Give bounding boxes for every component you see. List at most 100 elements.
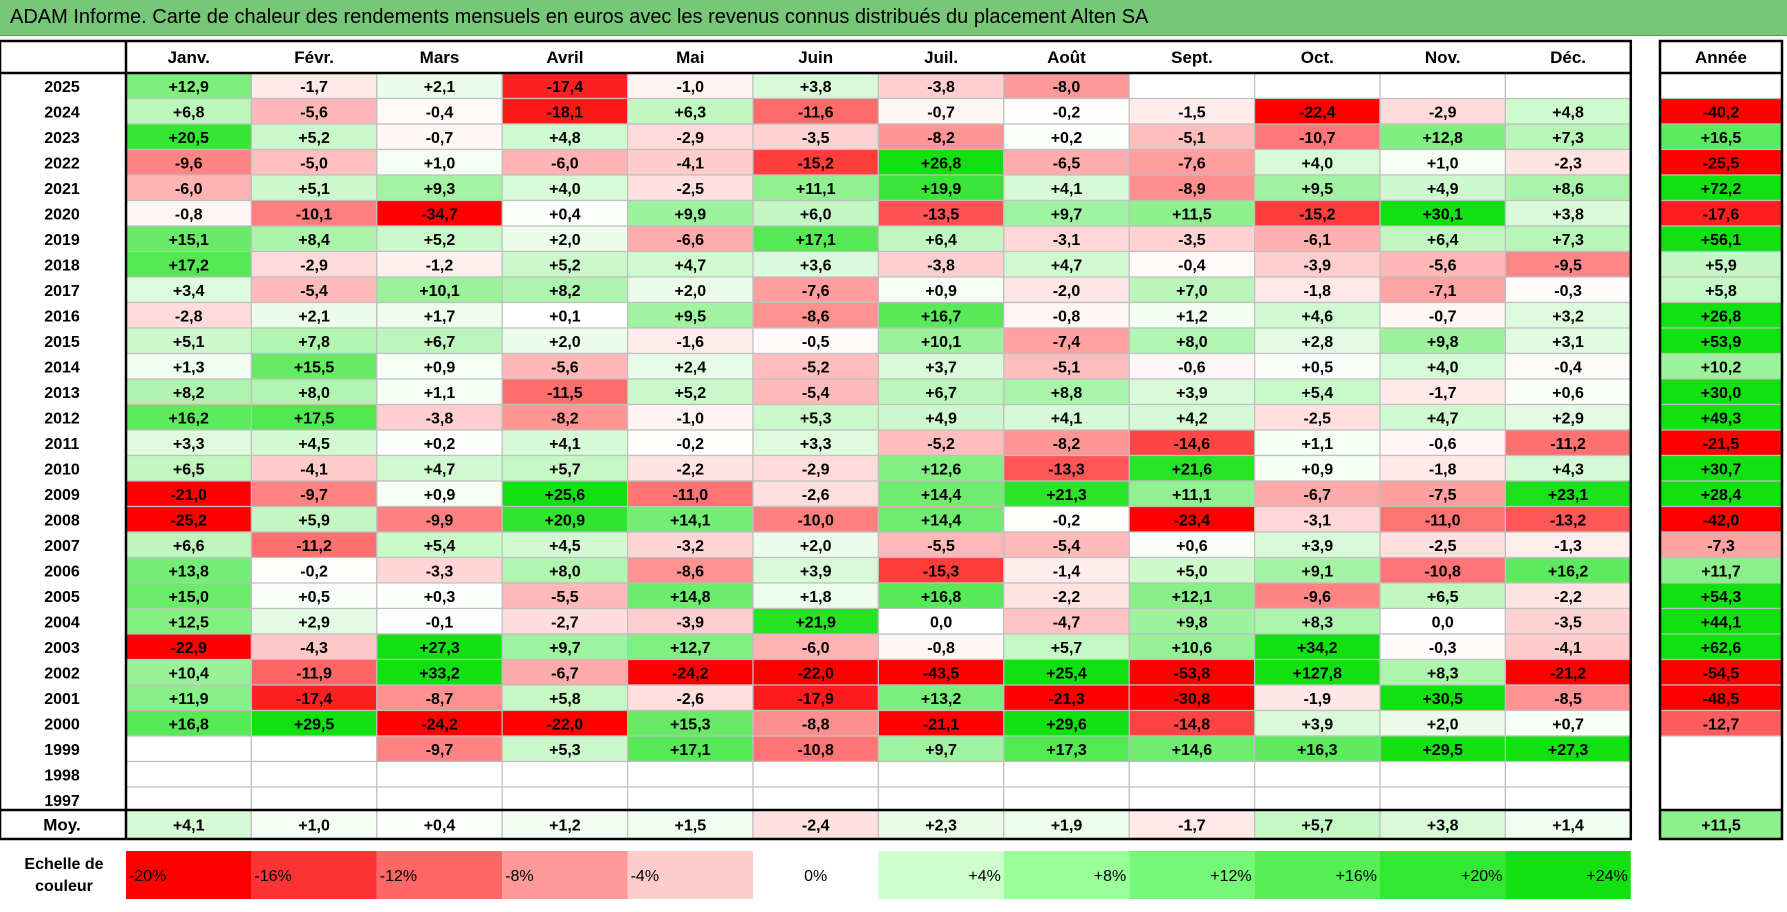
annual-value: -21,5	[1703, 436, 1740, 453]
annual-value: -54,5	[1703, 665, 1740, 682]
heatmap-cell	[1253, 582, 1381, 610]
heatmap-cell	[501, 225, 629, 253]
heatmap-cell	[1379, 250, 1507, 278]
annual-value: +5,9	[1705, 257, 1737, 274]
cell-value: -9,6	[175, 155, 203, 172]
average-cell	[250, 809, 378, 840]
cell-value: -0,4	[1178, 257, 1206, 274]
heatmap-cell	[1003, 454, 1130, 482]
cell-value: -8,5	[1554, 691, 1582, 708]
cell-value: +10,6	[1172, 640, 1213, 657]
row-year-label: 1998	[44, 767, 80, 784]
row-year-label: 2023	[44, 130, 80, 147]
cell-value: -5,5	[551, 589, 579, 606]
row-year-label: 2019	[44, 232, 80, 249]
cell-value: +1,1	[1302, 436, 1334, 453]
heatmap-cell	[1504, 403, 1632, 431]
cell-value: +0,6	[1552, 385, 1584, 402]
cell-value: +0,9	[424, 359, 456, 376]
cell-value: -0,7	[426, 130, 454, 147]
heatmap-cell	[1379, 174, 1507, 202]
cell-value: -14,6	[1174, 436, 1211, 453]
annual-value: -40,2	[1703, 104, 1740, 121]
cell-value: +3,3	[800, 436, 832, 453]
cell-value: +8,3	[1427, 665, 1459, 682]
cell-value: +5,1	[173, 334, 205, 351]
cell-value: +9,1	[1302, 563, 1334, 580]
heatmap-cell	[1379, 786, 1507, 814]
cell-value: -6,5	[1053, 155, 1081, 172]
heatmap-cell	[1128, 97, 1256, 125]
cell-value: -5,6	[1429, 257, 1457, 274]
heatmap-cell	[501, 760, 629, 788]
cell-value: +9,5	[1302, 181, 1334, 198]
heatmap-cell	[752, 582, 880, 610]
annual-value: +28,4	[1701, 487, 1742, 504]
cell-value: +4,0	[549, 181, 581, 198]
average-cell	[501, 809, 629, 840]
cell-value: -0,2	[300, 563, 328, 580]
heatmap-cell	[376, 582, 503, 610]
cell-value: +4,7	[675, 257, 707, 274]
cell-value: +25,4	[1046, 665, 1087, 682]
cell-value: +30,1	[1422, 206, 1463, 223]
cell-value: +0,5	[1302, 359, 1334, 376]
heatmap-cell	[626, 786, 754, 814]
annual-value: +53,9	[1701, 334, 1742, 351]
average-cell	[1003, 809, 1130, 840]
cell-value: +16,8	[168, 716, 209, 733]
cell-value: +17,2	[168, 257, 209, 274]
heatmap-cell	[877, 582, 1005, 610]
cell-value: -8,2	[927, 130, 955, 147]
cell-value: +4,6	[1302, 308, 1334, 325]
cell-value: +0,6	[1176, 538, 1208, 555]
heatmap-cell	[1128, 582, 1256, 610]
cell-value: +14,4	[921, 512, 962, 529]
cell-value: +3,8	[1552, 206, 1584, 223]
cell-value: +2,8	[1302, 334, 1334, 351]
heatmap-cell	[1003, 658, 1130, 686]
row-year-label: 2003	[44, 640, 80, 657]
cell-value: +0,2	[1051, 130, 1083, 147]
heatmap-cell	[626, 556, 754, 584]
heatmap-cell	[1003, 531, 1130, 559]
cell-value: +11,5	[1172, 206, 1212, 223]
annual-cell	[1659, 378, 1783, 406]
annual-cell	[1659, 709, 1783, 737]
cell-value: +3,8	[800, 79, 832, 96]
heatmap-cell	[125, 735, 253, 763]
cell-value: -17,9	[797, 691, 834, 708]
heatmap-cell	[250, 658, 378, 686]
scale-stop-label: +20%	[1461, 868, 1502, 885]
cell-value: +15,3	[670, 716, 711, 733]
cell-value: +29,6	[1046, 716, 1087, 733]
cell-value: -13,5	[923, 206, 960, 223]
cell-value: +0,9	[1302, 461, 1334, 478]
cell-value: +4,3	[1552, 461, 1584, 478]
cell-value: -2,2	[677, 461, 705, 478]
cell-value: +0,7	[1552, 716, 1584, 733]
cell-value: -3,5	[1554, 614, 1582, 631]
cell-value: +11,9	[169, 691, 209, 708]
cell-value: +13,2	[921, 691, 962, 708]
annual-value: +56,1	[1701, 232, 1742, 249]
cell-value: +8,2	[549, 283, 581, 300]
cell-value: -1,2	[426, 257, 454, 274]
heatmap-cell	[1504, 352, 1632, 380]
heatmap-cell	[501, 403, 629, 431]
cell-value: +21,6	[1172, 461, 1213, 478]
cell-value: -0,7	[927, 104, 955, 121]
cell-value: -7,6	[802, 283, 830, 300]
cell-value: +27,3	[419, 640, 460, 657]
heatmap-cell	[1128, 709, 1256, 737]
cell-value: +6,5	[1427, 589, 1459, 606]
cell-value: -2,6	[802, 487, 830, 504]
heatmap-cell	[752, 352, 880, 380]
cell-value: -23,4	[1174, 512, 1211, 529]
heatmap-cell	[1128, 276, 1256, 304]
cell-value: -1,7	[1429, 385, 1457, 402]
cell-value: -8,6	[802, 308, 830, 325]
heatmap-cell	[1003, 582, 1130, 610]
annual-value: +30,0	[1701, 385, 1742, 402]
cell-value: +16,8	[921, 589, 962, 606]
